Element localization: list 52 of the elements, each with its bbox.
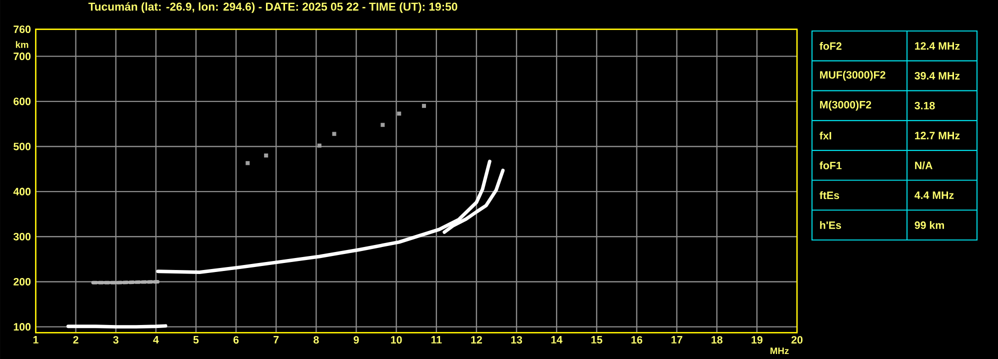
x-axis-title: MHz bbox=[770, 348, 789, 354]
y-axis-title: km bbox=[16, 41, 28, 48]
y-tick-label: 200 bbox=[14, 278, 31, 286]
category-label: M(3000)F2 bbox=[820, 100, 872, 111]
x-tick-label: 18 bbox=[712, 336, 722, 344]
category-label: foF1 bbox=[820, 161, 842, 170]
point bbox=[317, 144, 322, 148]
point bbox=[397, 112, 402, 116]
text: N/A bbox=[915, 161, 932, 170]
y-tick-label: 400 bbox=[13, 188, 31, 196]
text: 12.4 MHz bbox=[915, 42, 960, 50]
x-tick-label: 14 bbox=[551, 336, 562, 344]
x-tick-label: 17 bbox=[672, 336, 682, 344]
x-tick-label: 5 bbox=[193, 336, 199, 344]
x-tick-label: 13 bbox=[511, 336, 522, 344]
x-tick-label: 8 bbox=[314, 336, 319, 344]
category-label: h'Es bbox=[820, 221, 842, 229]
y-tick-label: 100 bbox=[14, 323, 31, 331]
point bbox=[332, 132, 336, 136]
category-label: ftEs bbox=[820, 191, 840, 200]
point bbox=[264, 154, 268, 158]
x-tick-label: 6 bbox=[233, 336, 239, 344]
text: 39.4 MHz bbox=[914, 72, 960, 80]
y-tick-label: 760 bbox=[14, 26, 31, 34]
point bbox=[246, 161, 250, 166]
y-tick-label: 300 bbox=[13, 232, 31, 240]
x-tick-label: 11 bbox=[431, 336, 442, 344]
x-tick-label: 7 bbox=[274, 336, 279, 344]
x-tick-label: 9 bbox=[354, 336, 359, 344]
x-tick-label: 10 bbox=[391, 336, 402, 344]
x-tick-label: 2 bbox=[73, 336, 78, 344]
x-tick-label: 3 bbox=[113, 336, 118, 344]
x-tick-label: 20 bbox=[791, 336, 802, 344]
text: 12.7 MHz bbox=[915, 132, 960, 140]
x-tick-label: 4 bbox=[153, 336, 159, 344]
y-tick-label: 500 bbox=[14, 142, 31, 150]
y-tick-label: 600 bbox=[14, 98, 31, 106]
point bbox=[380, 122, 385, 127]
text: 99 km bbox=[914, 221, 944, 229]
y-tick-label: 700 bbox=[14, 52, 31, 60]
x-tick-label: 19 bbox=[752, 336, 762, 344]
category-label: foF2 bbox=[820, 42, 842, 50]
x-tick-label: 12 bbox=[471, 336, 482, 344]
text: 3.18 bbox=[914, 102, 935, 110]
category-label: fxI bbox=[820, 132, 832, 140]
x-tick-label: 15 bbox=[591, 336, 602, 344]
x-tick-label: 1 bbox=[33, 336, 38, 344]
point bbox=[422, 104, 426, 108]
chart-title: Tucumán (lat: -26.9, lon: 294.6) - DATE: 2025 05 22 - TIME (UT): 19:50 bbox=[88, 2, 458, 13]
category-label: MUF(3000)F2 bbox=[820, 70, 886, 81]
x-tick-label: 16 bbox=[631, 336, 642, 344]
text: 4.4 MHz bbox=[914, 192, 954, 199]
